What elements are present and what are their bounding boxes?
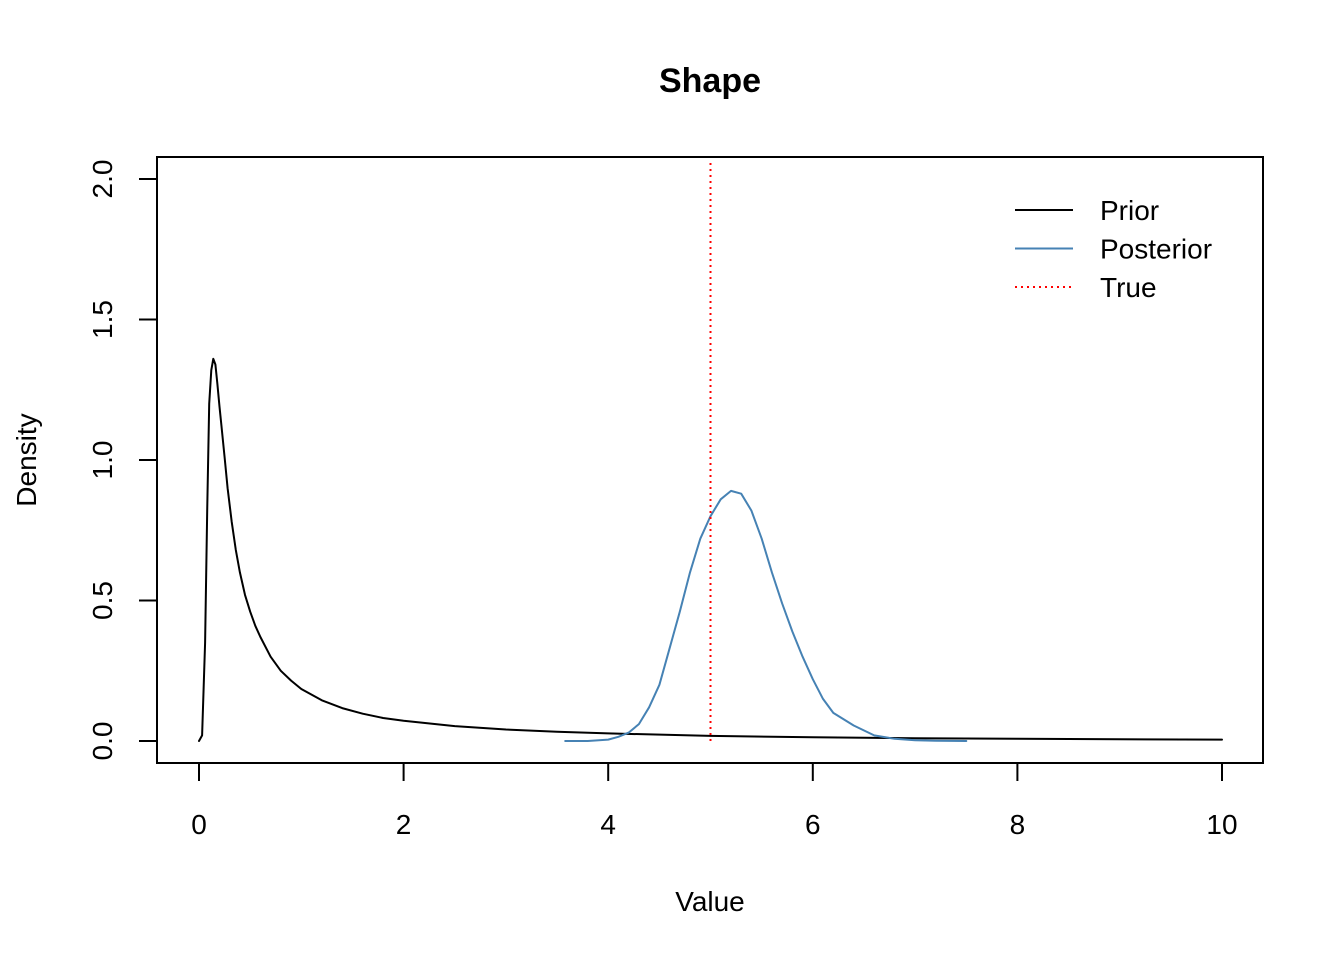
x-tick-label: 2 [396,809,412,840]
y-tick-label: 1.5 [87,300,118,339]
legend-label-posterior: Posterior [1100,234,1212,265]
x-tick-label: 10 [1206,809,1237,840]
series-line-posterior [564,489,968,742]
chart-title: Shape [659,62,761,100]
series-line-prior [198,357,1223,742]
y-tick-label: 0.5 [87,581,118,620]
x-axis-title: Value [675,886,745,917]
x-tick-label: 0 [191,809,207,840]
x-tick-label: 4 [600,809,616,840]
y-tick-label: 2.0 [87,160,118,199]
x-tick-label: 6 [805,809,821,840]
plot-lines [198,162,1223,742]
legend-label-true: True [1100,272,1157,303]
legend: Prior Posterior True [1015,195,1212,303]
y-axis: 0.0 0.5 1.0 1.5 2.0 [87,160,158,761]
legend-label-prior: Prior [1100,195,1159,226]
x-tick-label: 8 [1010,809,1026,840]
x-axis: 0 2 4 6 8 10 [191,762,1238,840]
y-tick-label: 0.0 [87,722,118,761]
y-tick-label: 1.0 [87,441,118,480]
y-axis-title: Density [11,413,42,506]
